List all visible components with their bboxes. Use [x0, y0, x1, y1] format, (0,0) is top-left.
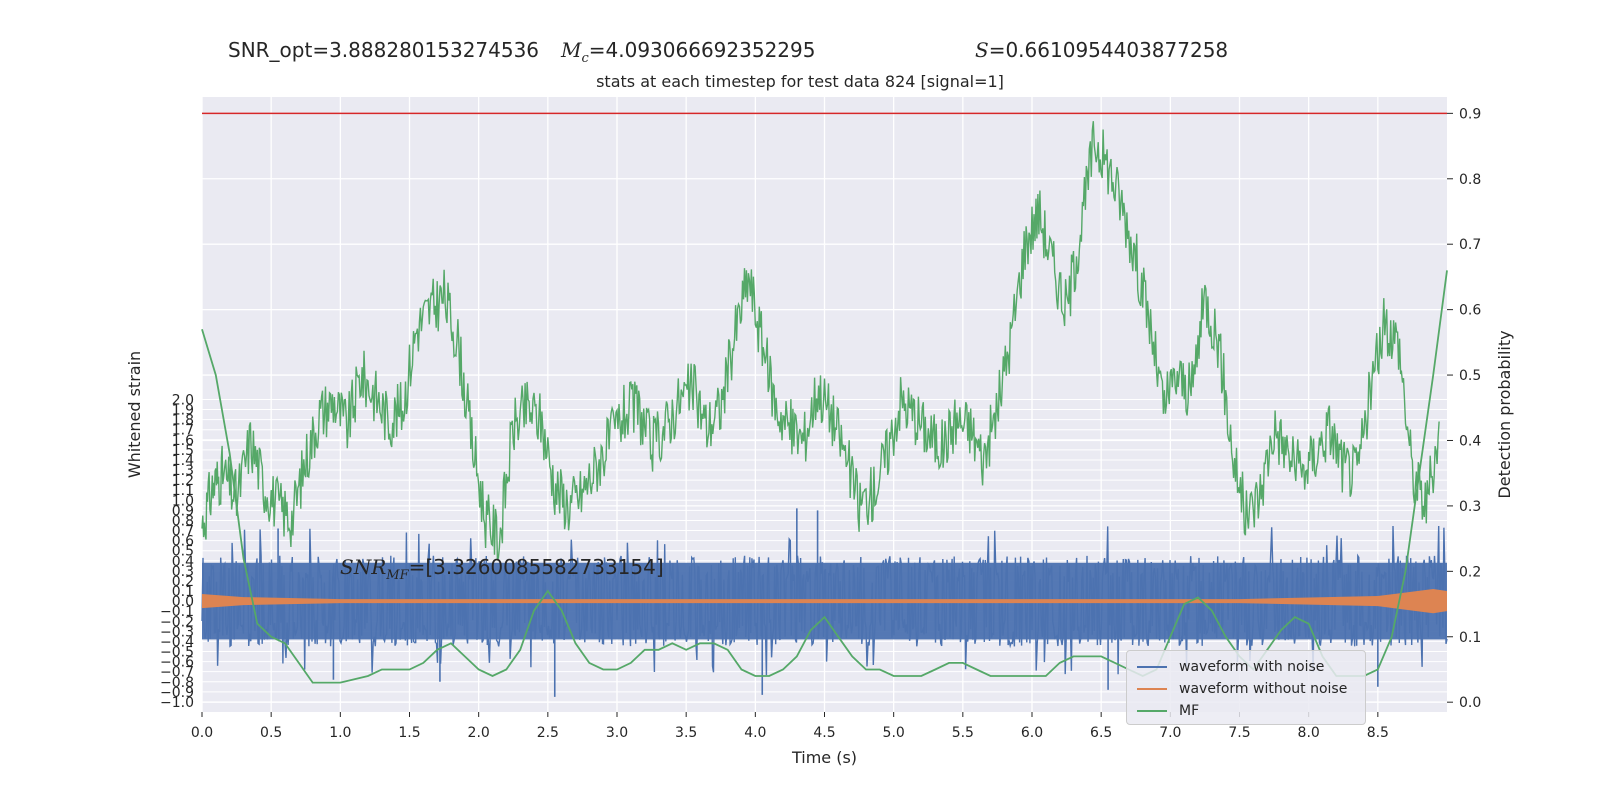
x-tick-label: 4.5	[813, 725, 835, 741]
y-tick-label: 0.5	[172, 544, 194, 560]
y2-tick-label: 0.7	[1459, 237, 1481, 253]
y-tick-label: 1.7	[172, 423, 194, 439]
y-tick-label: 0.3	[172, 564, 194, 580]
x-tick-label: 7.5	[1228, 725, 1250, 741]
y-tick-label: 1.6	[172, 433, 194, 449]
y-tick-label: −1.0	[160, 695, 194, 711]
legend-label-mf: MF	[1179, 703, 1200, 719]
y-tick-label: −0.6	[160, 655, 194, 671]
x-tick-label: 0.0	[191, 725, 213, 741]
y-tick-label: 0.8	[172, 513, 194, 529]
y2-tick-label: 0.4	[1459, 433, 1481, 449]
s-value-label: S=0.6610954403877258	[975, 38, 1229, 62]
x-tick-label: 8.0	[1298, 725, 1320, 741]
y2-ticks: 0.0 0.1 0.2 0.3 0.4 0.5 0.6 0.7 0.8 0.9	[1447, 106, 1481, 711]
y-tick-label: −0.8	[160, 675, 194, 691]
y-tick-label: −0.9	[160, 685, 194, 701]
snr-opt-label: SNR_opt=3.888280153274536	[228, 38, 540, 62]
y-ticks: −1.0−0.9−0.8−0.7−0.6−0.5−0.4−0.3−0.2−0.1…	[160, 392, 194, 710]
y-tick-label: −0.3	[160, 624, 194, 640]
x-tick-label: 8.5	[1367, 725, 1389, 741]
y2-axis-label: Detection probability	[1495, 330, 1514, 498]
x-tick-label: 5.0	[883, 725, 905, 741]
x-tick-label: 3.0	[606, 725, 628, 741]
legend: waveform with noise waveform without noi…	[1126, 650, 1366, 725]
y-tick-label: 1.1	[172, 483, 194, 499]
y2-tick-label: 0.9	[1459, 106, 1481, 122]
legend-swatch-noise	[1137, 666, 1167, 668]
x-tick-label: 6.0	[1021, 725, 1043, 741]
legend-item-mf: MF	[1137, 701, 1199, 721]
x-tick-label: 4.0	[744, 725, 766, 741]
chirp-mass-label: Mc=4.093066692352295	[561, 38, 816, 66]
y2-tick-label: 0.0	[1459, 695, 1481, 711]
x-ticks: 0.0 0.5 1.0 1.5 2.0 2.5 3.0 3.5 4.0 4.5 5.0 5.5 6.0 6…	[191, 712, 1389, 741]
y2-tick-label: 0.1	[1459, 630, 1481, 646]
y-tick-label: −0.5	[160, 645, 194, 661]
y-tick-label: 0.7	[172, 524, 194, 540]
chart-title: stats at each timestep for test data 824…	[596, 72, 1004, 91]
y2-tick-label: 0.2	[1459, 564, 1481, 580]
x-tick-label: 2.5	[537, 725, 559, 741]
legend-swatch-clean	[1137, 688, 1167, 690]
y-tick-label: −0.4	[160, 634, 194, 650]
snr-mf-annotation: SNRMF=[3.3260085582733154]	[340, 555, 664, 583]
clean-waveform-band	[202, 589, 1447, 614]
y-tick-label: 1.2	[172, 473, 194, 489]
legend-swatch-mf	[1137, 710, 1167, 712]
y-tick-label: 1.3	[172, 463, 194, 479]
series-waveform-without-noise	[202, 589, 1447, 614]
legend-label-clean: waveform without noise	[1179, 681, 1348, 697]
series-detection-probability	[201, 121, 1440, 561]
x-tick-label: 2.0	[468, 725, 490, 741]
x-tick-label: 5.5	[952, 725, 974, 741]
y-tick-label: 0.2	[172, 574, 194, 590]
y-tick-label: 0.6	[172, 534, 194, 550]
y-tick-label: −0.7	[160, 665, 194, 681]
y-tick-label: 1.9	[172, 403, 194, 419]
detection-probability-line	[201, 121, 1440, 561]
y-tick-label: 0.1	[172, 584, 194, 600]
y-axis-label: Whitened strain	[125, 351, 144, 478]
y-tick-label: 1.8	[172, 413, 194, 429]
y2-tick-label: 0.8	[1459, 172, 1481, 188]
y-tick-label: 0.0	[172, 594, 194, 610]
legend-label-noise: waveform with noise	[1179, 659, 1325, 675]
y-tick-label: 2.0	[172, 392, 194, 408]
legend-item-clean: waveform without noise	[1137, 679, 1347, 699]
x-tick-label: 3.5	[675, 725, 697, 741]
y-tick-label: 1.5	[172, 443, 194, 459]
y-tick-label: 1.4	[172, 453, 194, 469]
y2-tick-label: 0.6	[1459, 303, 1481, 319]
y-tick-label: −0.1	[160, 604, 194, 620]
legend-item-noise: waveform with noise	[1137, 657, 1324, 677]
y-tick-label: −0.2	[160, 614, 194, 630]
y2-tick-label: 0.5	[1459, 368, 1481, 384]
x-tick-label: 6.5	[1090, 725, 1112, 741]
x-tick-label: 0.5	[260, 725, 282, 741]
y-tick-label: 0.9	[172, 503, 194, 519]
x-tick-label: 1.5	[398, 725, 420, 741]
y-tick-label: 0.4	[172, 554, 194, 570]
x-tick-label: 1.0	[329, 725, 351, 741]
y2-tick-label: 0.3	[1459, 499, 1481, 515]
x-tick-label: 7.0	[1159, 725, 1181, 741]
x-axis-label: Time (s)	[791, 748, 857, 767]
y-tick-label: 1.0	[172, 493, 194, 509]
